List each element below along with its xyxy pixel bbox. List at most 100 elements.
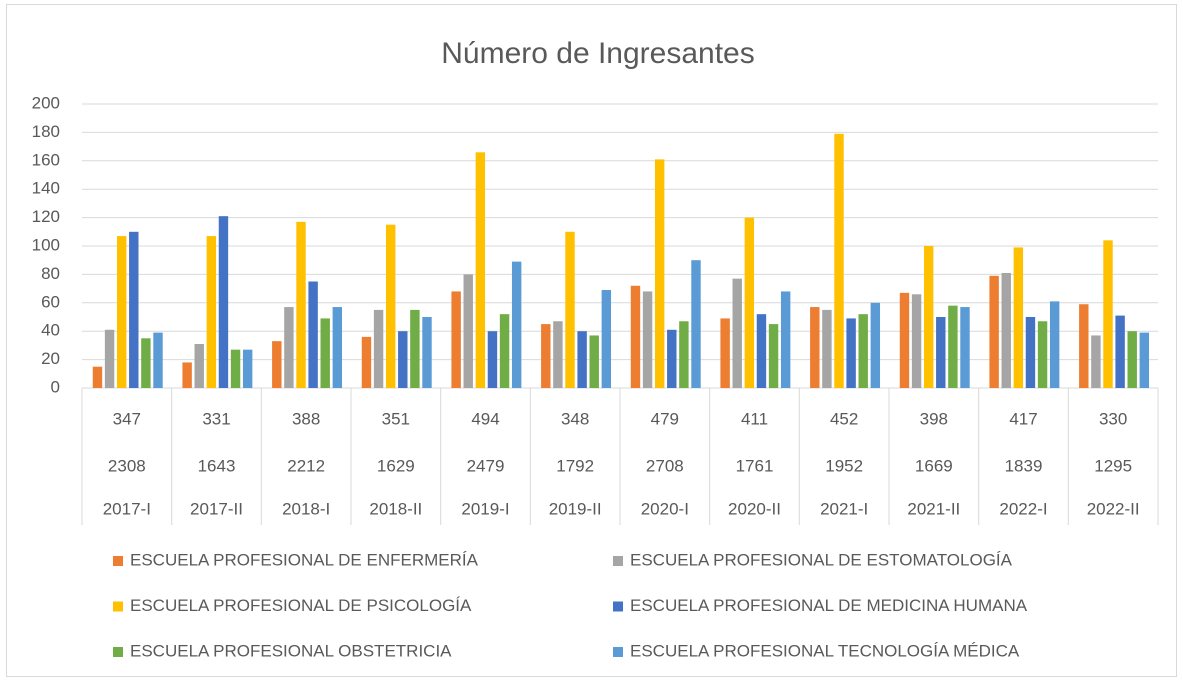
category-label: 1952 [825,456,863,475]
category-label: 351 [382,409,410,428]
legend-label: ESCUELA PROFESIONAL TECNOLOGÍA MÉDICA [630,641,1020,660]
bar [1037,321,1048,388]
bar [870,302,881,388]
x-tick-label: 2022-I [999,499,1047,518]
legend-swatch [613,647,623,657]
bar [768,324,779,388]
bar [499,314,510,388]
legend-swatch [113,601,123,612]
bar [194,343,204,388]
bar [822,309,832,388]
bar [720,318,730,388]
bar [936,317,946,388]
legend-label: ESCUELA PROFESIONAL DE ESTOMATOLOGÍA [630,550,1013,569]
category-label: 388 [292,409,320,428]
category-label: 417 [1009,409,1037,428]
bar [92,366,103,388]
bar [667,329,677,388]
bar [780,291,791,388]
legend-label: ESCUELA PROFESIONAL DE MEDICINA HUMANA [630,596,1028,615]
category-label: 347 [113,409,141,428]
category-label: 1295 [1094,456,1132,475]
bar [834,133,844,388]
bar [1013,247,1024,388]
bar [858,314,868,388]
bar [1091,335,1101,388]
bar [1127,331,1137,388]
bar [810,307,820,388]
bar [630,285,641,388]
category-label: 348 [561,409,589,428]
x-tick-label: 2017-I [103,499,151,518]
legend-swatch [613,601,623,612]
y-tick-label: 120 [32,207,60,226]
category-label: 2308 [108,456,146,475]
bar [451,291,461,388]
y-tick-label: 140 [32,179,60,198]
x-tick-label: 2020-II [728,499,781,518]
y-tick-label: 20 [41,349,60,368]
category-label: 2212 [287,456,325,475]
y-tick-label: 180 [32,122,60,141]
category-label: 1839 [1005,456,1043,475]
category-label: 479 [651,409,679,428]
legend-label: ESCUELA PROFESIONAL DE PSICOLOGÍA [130,596,472,615]
x-tick-label: 2019-I [461,499,509,518]
x-tick-label: 2022-II [1087,499,1140,518]
x-tick-label: 2018-I [282,499,330,518]
y-tick-label: 100 [32,235,60,254]
category-label: 2479 [467,456,505,475]
x-tick-label: 2021-II [907,499,960,518]
category-label: 411 [741,409,768,428]
bar [1025,317,1036,388]
category-label: 1669 [915,456,953,475]
bar [654,159,665,388]
bar [373,309,384,388]
y-tick-label: 160 [32,150,60,169]
bar [756,314,767,388]
bar [206,236,217,388]
x-tick-label: 2019-II [549,499,602,518]
bar [923,246,934,388]
bar [129,231,139,388]
category-label: 331 [202,409,230,428]
category-label: 1643 [198,456,236,475]
category-label: 2708 [646,456,684,475]
bar [487,331,498,388]
legend-label: ESCUELA PROFESIONAL DE ENFERMERÍA [130,550,479,569]
bar [284,307,294,388]
bar [422,317,432,388]
category-label: 1629 [377,456,415,475]
category-label: 452 [830,409,858,428]
category-label: 398 [920,409,948,428]
bar [642,291,653,388]
bar [272,341,282,388]
category-label: 494 [471,409,499,428]
bar [732,278,742,388]
legend-swatch [613,556,623,566]
y-tick-label: 200 [32,93,60,112]
x-tick-label: 2021-I [820,499,868,518]
category-label: 1792 [556,456,594,475]
y-tick-label: 60 [41,292,60,311]
y-tick-label: 0 [51,377,60,396]
bar [553,321,563,388]
bar [911,294,922,388]
category-label: 1761 [736,456,774,475]
y-tick-label: 80 [41,264,60,283]
bar [1139,332,1150,388]
bar [948,305,958,388]
x-tick-label: 2017-II [190,499,243,518]
bar [846,318,856,388]
bar [475,152,486,388]
bar [242,349,253,388]
bar [153,332,163,388]
bar [230,349,241,388]
bar [296,221,306,388]
bar [589,335,599,388]
bar [511,261,522,388]
bar [577,331,587,388]
legend-swatch [113,556,123,566]
bar [1115,315,1125,388]
